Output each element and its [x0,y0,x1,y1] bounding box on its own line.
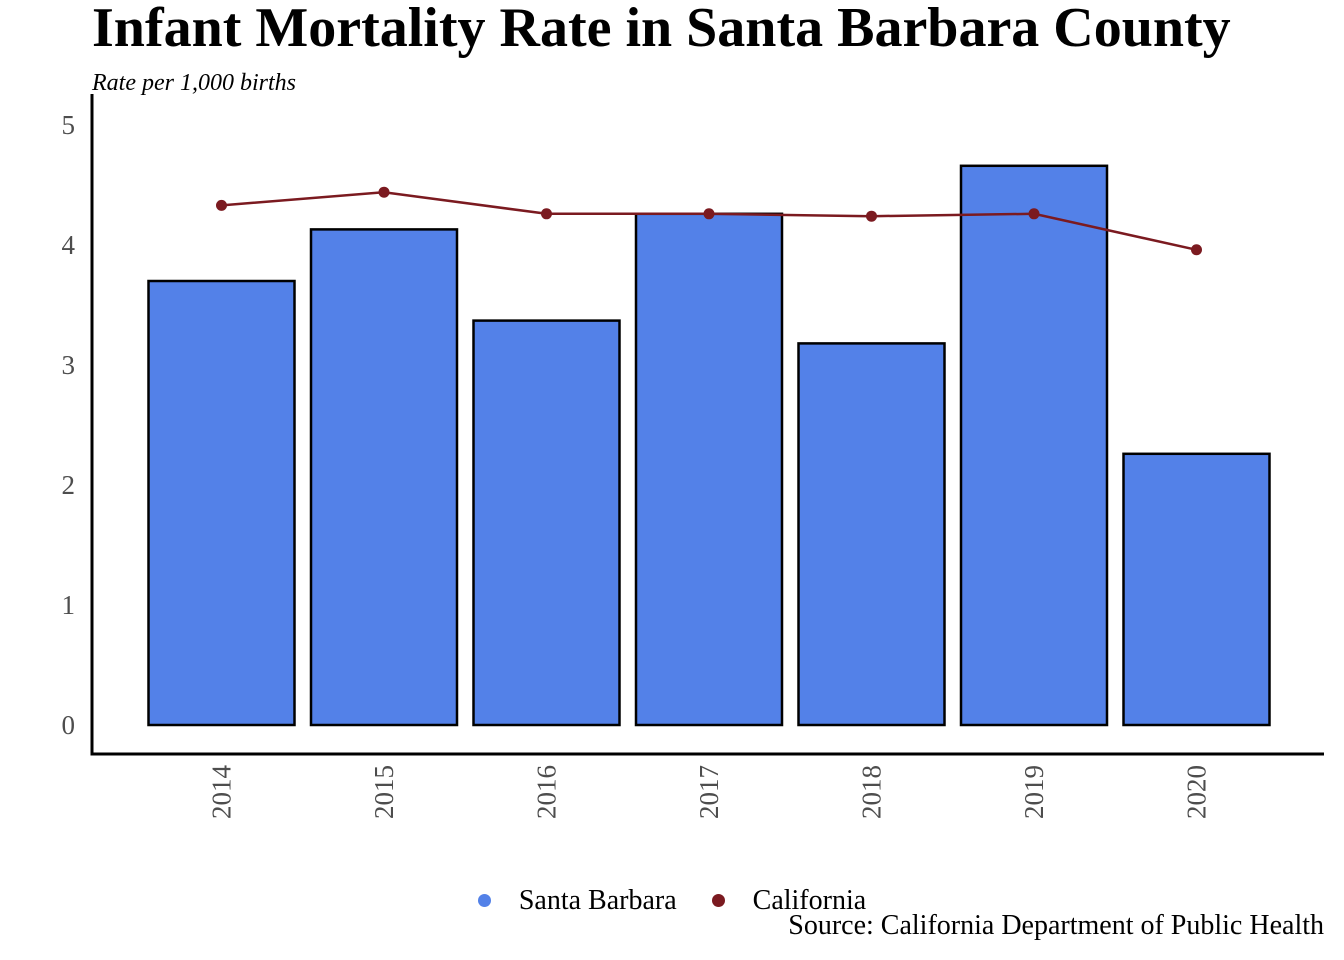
legend-item-california: California [711,884,867,918]
bar-2017 [634,212,784,727]
bar-2015 [309,228,459,727]
point-2020 [1191,244,1202,256]
legend: Santa Barbara California [0,884,1344,918]
x-tick-label: 2015 [369,765,399,819]
bars-layer [147,164,1271,727]
x-tick-label: 2016 [532,765,562,819]
y-tick-label: 5 [62,110,76,140]
bar-2020 [1122,452,1271,727]
chart-subtitle: Rate per 1,000 births [92,70,296,96]
point-2017 [703,208,715,220]
legend-dot-icon [477,894,491,908]
x-tick-label: 2017 [694,765,724,819]
legend-label: California [752,885,867,916]
legend-item-santa-barbara: Santa Barbara [477,884,677,918]
point-2018 [866,210,877,222]
y-tick-label: 1 [62,590,76,620]
y-tick-label: 4 [62,230,76,260]
bar-2019 [959,164,1109,727]
y-tick-label: 2 [62,470,76,500]
bar-2018 [797,342,946,727]
x-tick-label: 2014 [207,765,237,820]
point-2016 [541,208,552,220]
y-tick-label: 3 [62,350,76,380]
point-2014 [216,199,227,211]
chart-title: Infant Mortality Rate in Santa Barbara C… [92,0,1231,59]
y-tick-label: 0 [62,710,76,740]
x-tick-label: 2020 [1182,765,1212,819]
legend-dot-icon [711,894,725,908]
x-tick-label: 2019 [1019,765,1049,819]
x-tick-label: 2018 [857,765,887,819]
axes-layer: 0 1 2 3 4 5 2014 2015 2016 2017 2018 2019 2020 [62,94,1324,820]
point-2019 [1028,208,1040,220]
bar-2016 [472,319,621,727]
legend-label: Santa Barbara [518,885,677,916]
source-caption: Source: California Department of Public … [788,910,1324,941]
point-2015 [378,186,390,198]
line-layer [216,186,1202,256]
bar-2014 [147,279,296,727]
